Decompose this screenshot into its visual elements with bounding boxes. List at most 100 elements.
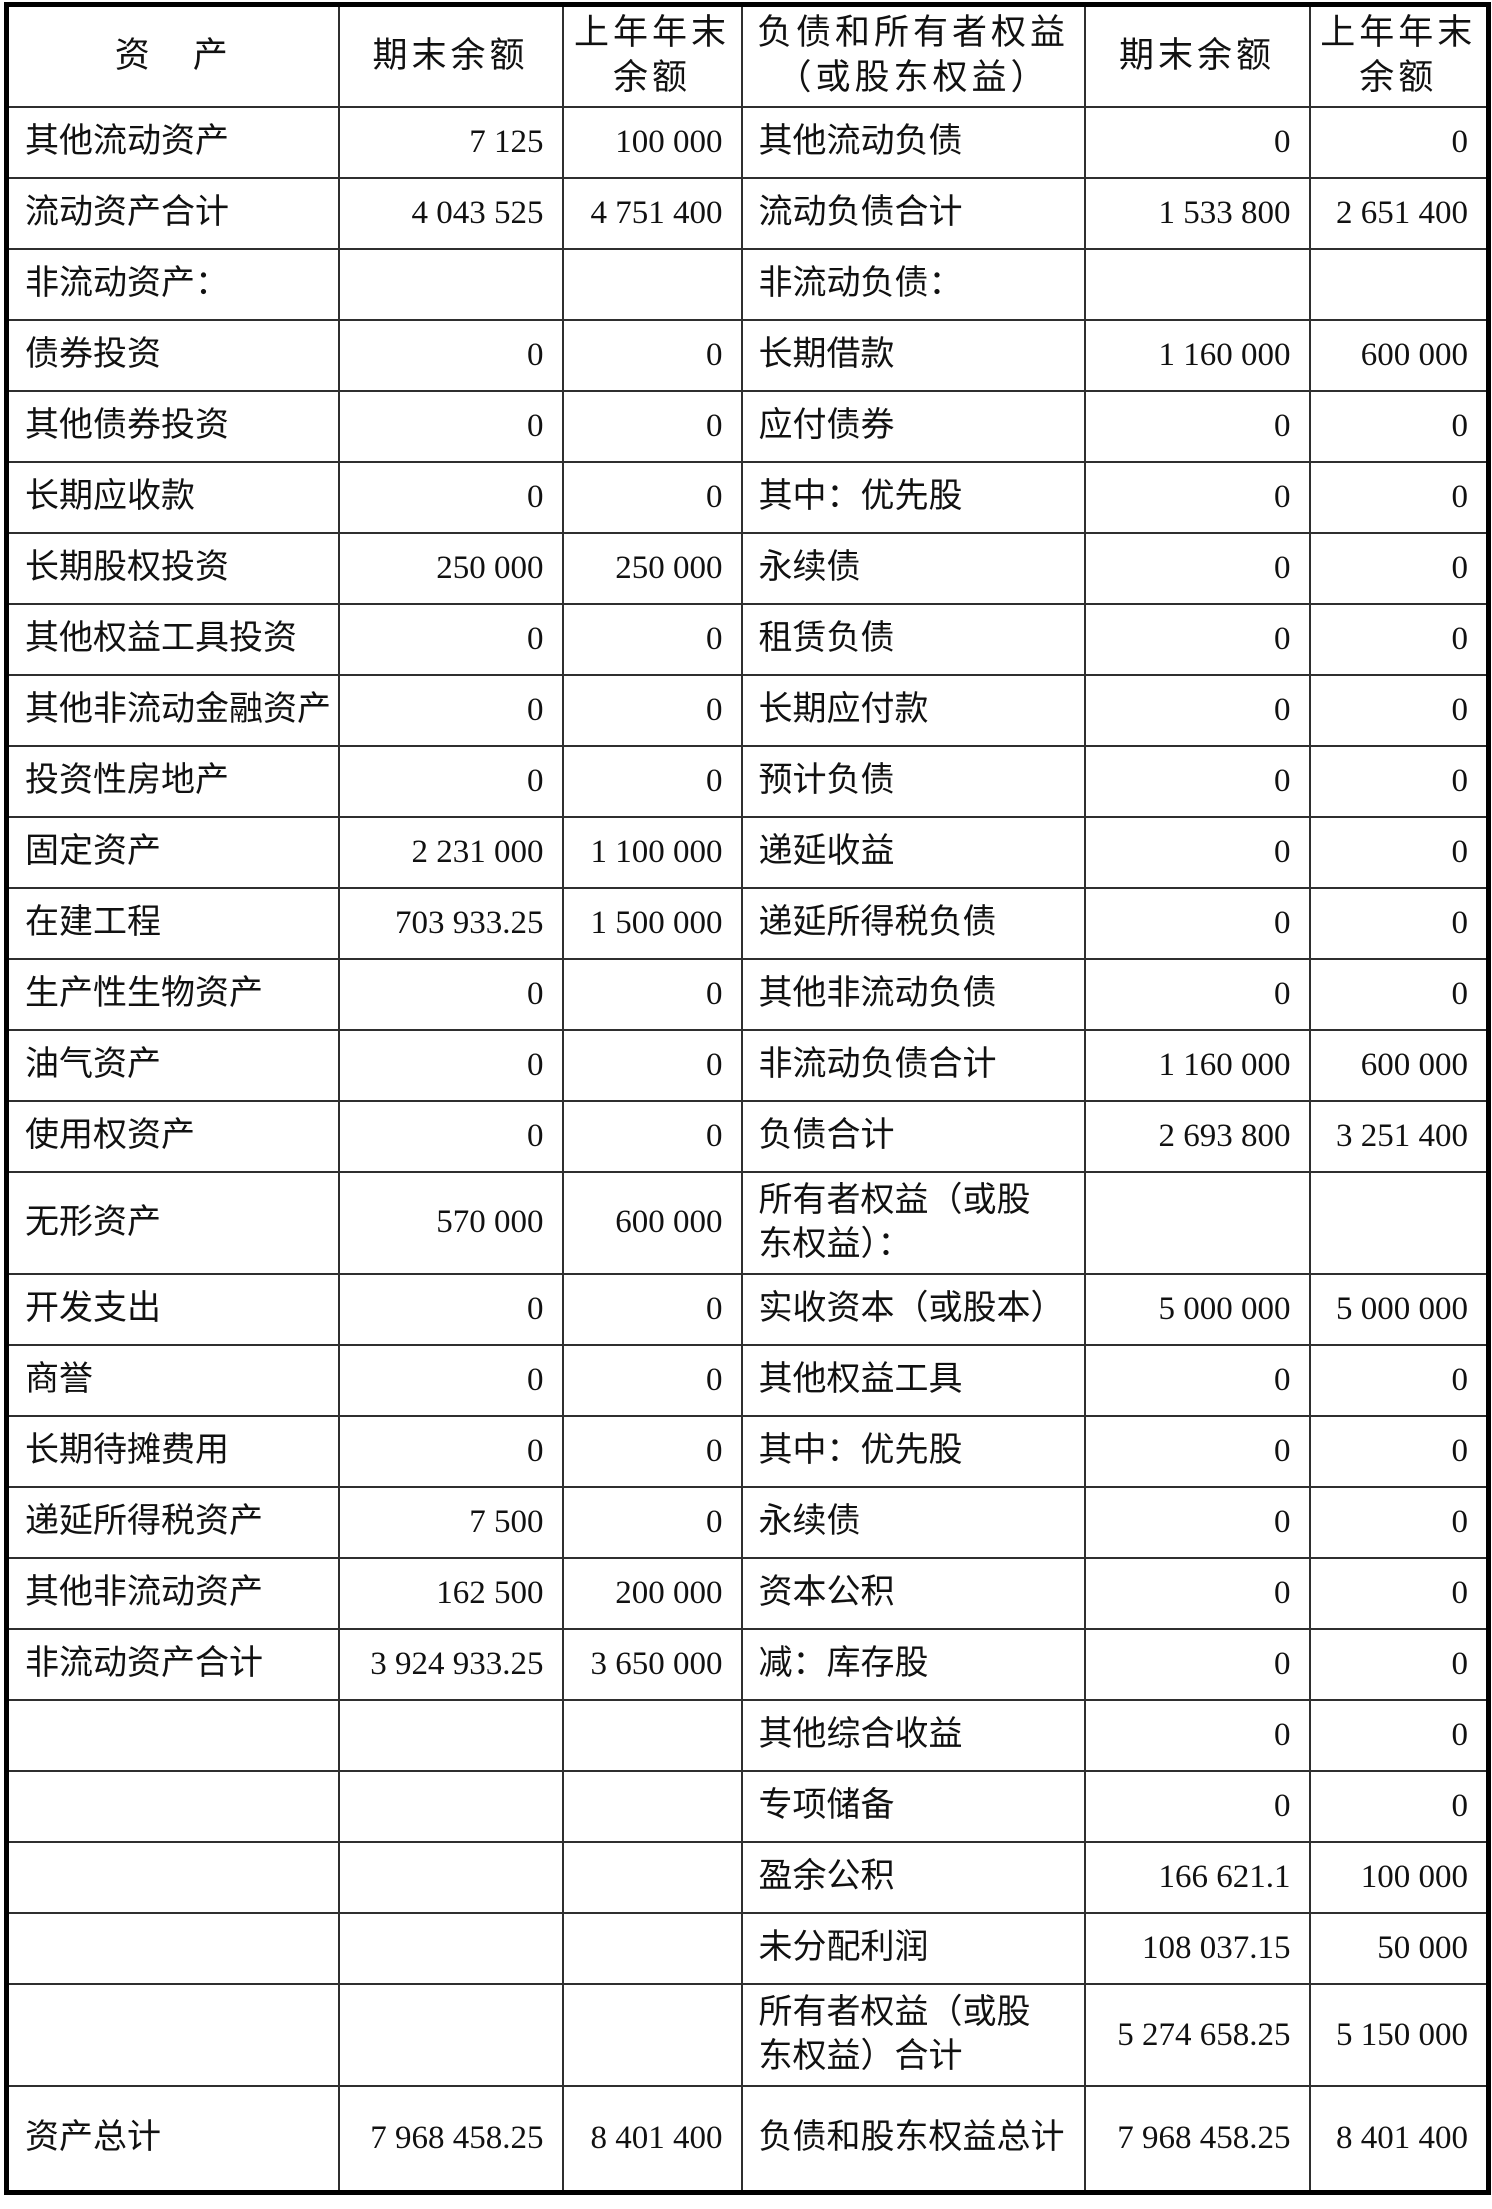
liability-name-cell: 减：库存股 <box>740 1627 1086 1701</box>
table-row: 在建工程 703 933.25 1 500 000 递延所得税负债 0 0 <box>5 886 1490 960</box>
table-row: 其他非流动金融资产 0 0 长期应付款 0 0 <box>5 673 1490 747</box>
asset-name-cell: 其他权益工具投资 <box>5 602 340 676</box>
asset-prior-cell: 250 000 <box>561 531 743 605</box>
asset-name-cell <box>5 1769 340 1843</box>
asset-prior-cell: 600 000 <box>561 1170 743 1275</box>
asset-prior-cell: 0 <box>561 1028 743 1102</box>
asset-ending-cell: 250 000 <box>337 531 564 605</box>
liability-name-cell: 资本公积 <box>740 1556 1086 1630</box>
liability-ending-cell: 0 <box>1083 1556 1311 1630</box>
table-row: 非流动资产： 非流动负债： <box>5 247 1490 321</box>
liability-prior-cell: 0 <box>1308 1343 1490 1417</box>
asset-ending-cell: 2 231 000 <box>337 815 564 889</box>
asset-ending-cell <box>337 1982 564 2088</box>
asset-prior-cell <box>561 1911 743 1985</box>
liability-name-cell: 预计负债 <box>740 744 1086 818</box>
asset-prior-cell <box>561 1769 743 1843</box>
asset-name-cell: 生产性生物资产 <box>5 957 340 1031</box>
liability-name-cell: 其他流动负债 <box>740 105 1086 179</box>
asset-ending-cell: 0 <box>337 1272 564 1346</box>
header-row: 资 产 期末余额 上年年末 余额 负债和所有者权益 （或股东权益） 期末余额 上… <box>5 3 1490 108</box>
table-row: 长期应收款 0 0 其中：优先股 0 0 <box>5 460 1490 534</box>
table-row: 开发支出 0 0 实收资本（或股本） 5 000 000 5 000 000 <box>5 1272 1490 1346</box>
asset-name-cell: 油气资产 <box>5 1028 340 1102</box>
asset-prior-cell: 0 <box>561 744 743 818</box>
asset-ending-cell: 7 500 <box>337 1485 564 1559</box>
table-row: 资产总计 7 968 458.25 8 401 400 负债和股东权益总计 7 968 … <box>5 2085 1490 2194</box>
table-row: 生产性生物资产 0 0 其他非流动负债 0 0 <box>5 957 1490 1031</box>
liability-name-cell: 所有者权益（或股 东权益）： <box>740 1170 1086 1275</box>
asset-name-cell: 其他非流动金融资产 <box>5 673 340 747</box>
liability-prior-cell: 0 <box>1308 1698 1490 1772</box>
liability-ending-cell: 0 <box>1083 1698 1311 1772</box>
liability-ending-cell: 7 968 458.25 <box>1083 2085 1311 2194</box>
liability-ending-cell: 0 <box>1083 1485 1311 1559</box>
asset-name-cell <box>5 1698 340 1772</box>
asset-prior-cell: 0 <box>561 389 743 463</box>
asset-ending-cell: 0 <box>337 1028 564 1102</box>
liability-prior-cell: 0 <box>1308 957 1490 1031</box>
header-ending-balance-2: 期末余额 <box>1083 3 1311 108</box>
liability-name-cell: 负债和股东权益总计 <box>740 2085 1086 2194</box>
header-ending-balance: 期末余额 <box>337 3 564 108</box>
header-prior-year-balance-2: 上年年末 余额 <box>1308 3 1490 108</box>
asset-ending-cell: 0 <box>337 460 564 534</box>
liability-prior-cell: 0 <box>1308 460 1490 534</box>
table-row: 递延所得税资产 7 500 0 永续债 0 0 <box>5 1485 1490 1559</box>
liability-prior-cell: 5 000 000 <box>1308 1272 1490 1346</box>
table-row: 未分配利润 108 037.15 50 000 <box>5 1911 1490 1985</box>
asset-ending-cell: 0 <box>337 1343 564 1417</box>
asset-prior-cell: 0 <box>561 1485 743 1559</box>
asset-ending-cell: 0 <box>337 1099 564 1173</box>
table-row: 其他权益工具投资 0 0 租赁负债 0 0 <box>5 602 1490 676</box>
table-row: 其他流动资产 7 125 100 000 其他流动负债 0 0 <box>5 105 1490 179</box>
liability-prior-cell: 0 <box>1308 531 1490 605</box>
liability-ending-cell: 166 621.1 <box>1083 1840 1311 1914</box>
liability-name-cell: 实收资本（或股本） <box>740 1272 1086 1346</box>
liability-name-cell: 专项储备 <box>740 1769 1086 1843</box>
liability-ending-cell: 0 <box>1083 105 1311 179</box>
liability-ending-cell <box>1083 1170 1311 1275</box>
asset-prior-cell: 0 <box>561 602 743 676</box>
asset-name-cell: 固定资产 <box>5 815 340 889</box>
asset-name-cell: 开发支出 <box>5 1272 340 1346</box>
asset-name-cell: 无形资产 <box>5 1170 340 1275</box>
liability-prior-cell: 0 <box>1308 105 1490 179</box>
asset-name-cell <box>5 1911 340 1985</box>
table-row: 固定资产 2 231 000 1 100 000 递延收益 0 0 <box>5 815 1490 889</box>
asset-ending-cell: 0 <box>337 389 564 463</box>
liability-name-cell: 长期应付款 <box>740 673 1086 747</box>
liability-ending-cell: 2 693 800 <box>1083 1099 1311 1173</box>
liability-prior-cell: 0 <box>1308 1485 1490 1559</box>
liability-name-cell: 非流动负债合计 <box>740 1028 1086 1102</box>
liability-ending-cell: 0 <box>1083 602 1311 676</box>
liability-prior-cell: 3 251 400 <box>1308 1099 1490 1173</box>
asset-prior-cell <box>561 1698 743 1772</box>
asset-name-cell: 在建工程 <box>5 886 340 960</box>
liability-prior-cell: 600 000 <box>1308 1028 1490 1102</box>
liability-prior-cell: 0 <box>1308 1769 1490 1843</box>
table-row: 商誉 0 0 其他权益工具 0 0 <box>5 1343 1490 1417</box>
liability-ending-cell: 0 <box>1083 1414 1311 1488</box>
liability-prior-cell: 2 651 400 <box>1308 176 1490 250</box>
asset-ending-cell <box>337 1840 564 1914</box>
liability-prior-cell: 8 401 400 <box>1308 2085 1490 2194</box>
liability-name-cell: 其中：优先股 <box>740 460 1086 534</box>
header-prior-year-balance: 上年年末 余额 <box>561 3 743 108</box>
asset-name-cell: 流动资产合计 <box>5 176 340 250</box>
liability-name-cell: 流动负债合计 <box>740 176 1086 250</box>
liability-ending-cell: 0 <box>1083 815 1311 889</box>
liability-prior-cell: 0 <box>1308 602 1490 676</box>
liability-ending-cell: 0 <box>1083 1627 1311 1701</box>
asset-name-cell: 长期应收款 <box>5 460 340 534</box>
table-row: 其他非流动资产 162 500 200 000 资本公积 0 0 <box>5 1556 1490 1630</box>
liability-name-cell: 其他权益工具 <box>740 1343 1086 1417</box>
asset-ending-cell: 162 500 <box>337 1556 564 1630</box>
liability-ending-cell: 0 <box>1083 673 1311 747</box>
asset-ending-cell: 0 <box>337 744 564 818</box>
table-row: 使用权资产 0 0 负债合计 2 693 800 3 251 400 <box>5 1099 1490 1173</box>
balance-sheet-table: 资 产 期末余额 上年年末 余额 负债和所有者权益 （或股东权益） 期末余额 上… <box>4 2 1491 2195</box>
liability-ending-cell: 0 <box>1083 531 1311 605</box>
asset-name-cell: 其他债券投资 <box>5 389 340 463</box>
liability-prior-cell: 0 <box>1308 1556 1490 1630</box>
